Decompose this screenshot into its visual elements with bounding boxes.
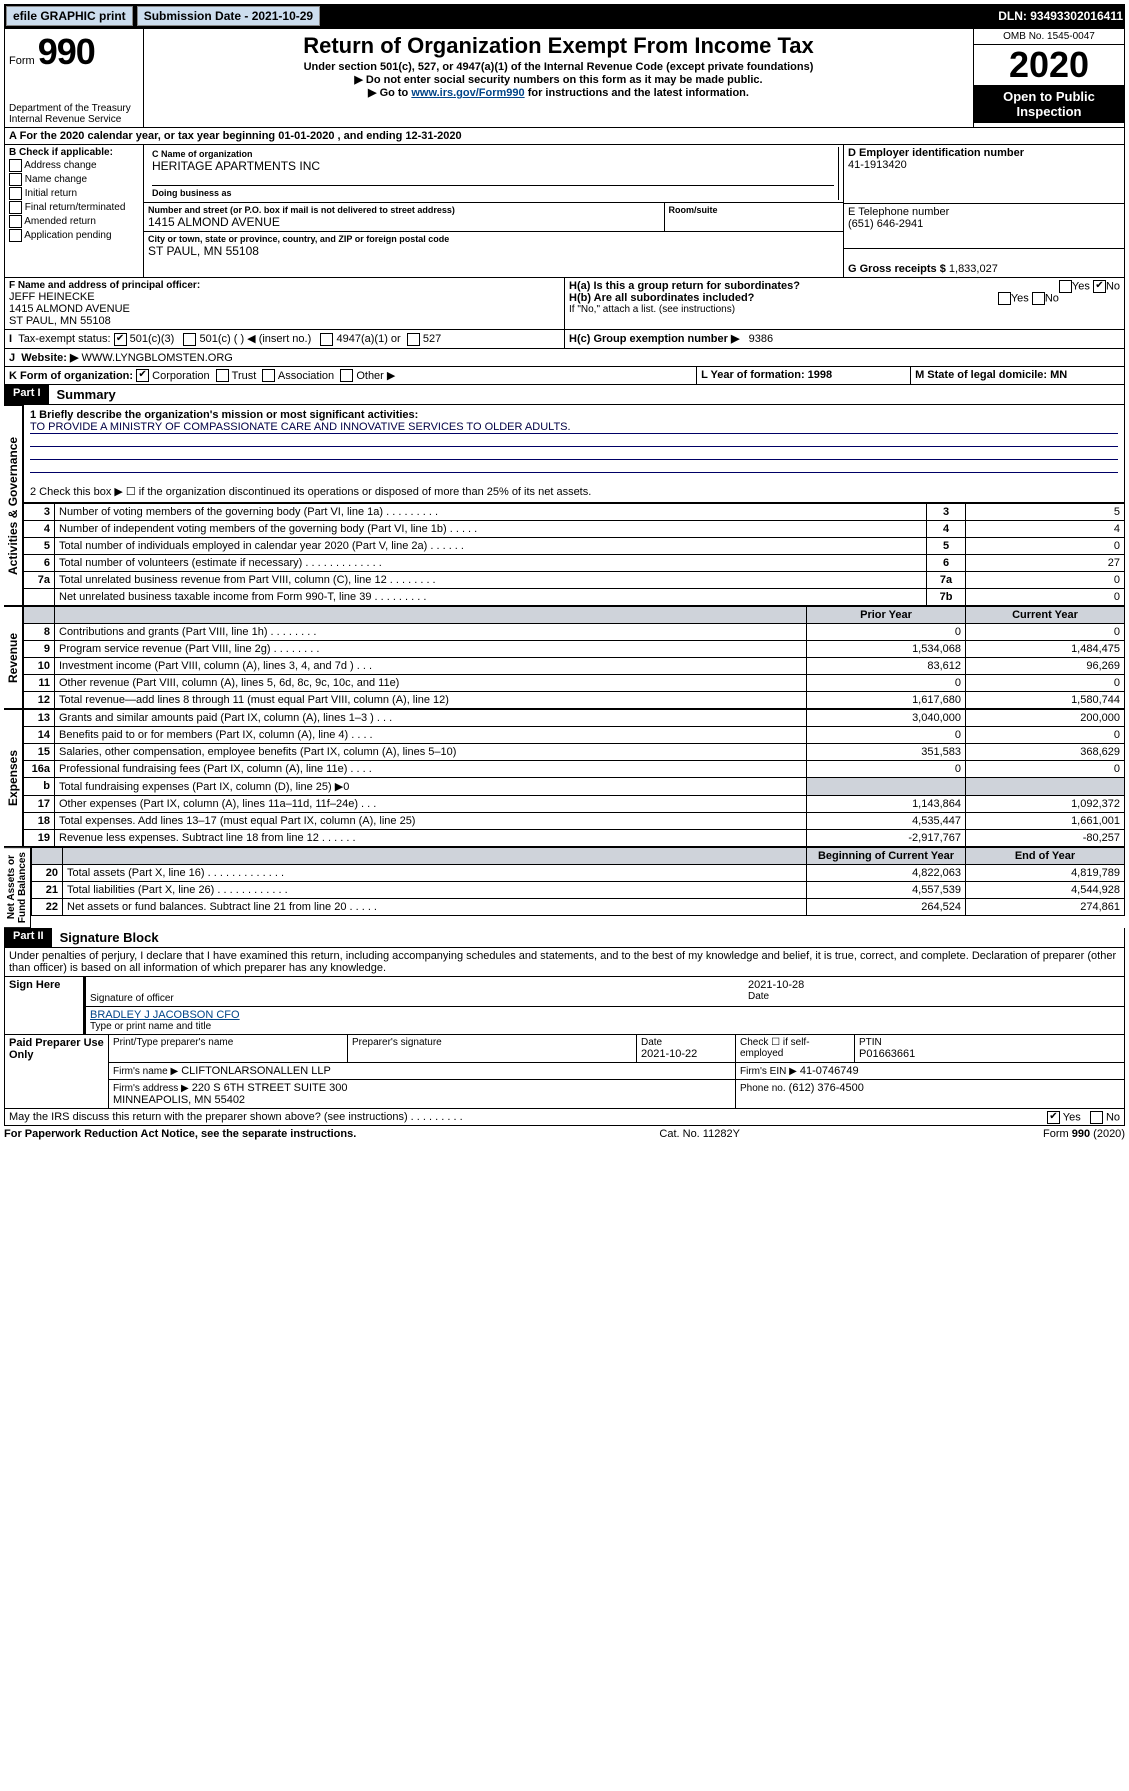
hc-label: H(c) Group exemption number ▶ bbox=[569, 333, 739, 345]
part-i-name: Summary bbox=[49, 385, 124, 404]
irs-link[interactable]: www.irs.gov/Form990 bbox=[411, 87, 524, 99]
form-title: Return of Organization Exempt From Incom… bbox=[148, 33, 969, 59]
sign-here-label: Sign Here bbox=[5, 977, 85, 1035]
vert-activities: Activities & Governance bbox=[4, 405, 23, 606]
footer-form: Form 990 (2020) bbox=[1043, 1128, 1125, 1140]
chk-pending: Application pending bbox=[9, 229, 139, 242]
row-a-text: For the 2020 calendar year, or tax year … bbox=[20, 130, 462, 142]
vert-expenses: Expenses bbox=[4, 709, 23, 847]
addr-label: Number and street (or P.O. box if mail i… bbox=[148, 205, 660, 215]
form-org-label: K Form of organization: bbox=[9, 370, 133, 382]
tax-status-label: Tax-exempt status: bbox=[18, 333, 110, 345]
revenue-table: Prior Year Current Year 8Contributions a… bbox=[23, 606, 1125, 709]
dln-label: DLN: 93493302016411 bbox=[998, 9, 1123, 23]
ein-label: D Employer identification number bbox=[848, 147, 1120, 159]
officer-name-link[interactable]: BRADLEY J JACOBSON CFO bbox=[90, 1009, 240, 1021]
row-a: A For the 2020 calendar year, or tax yea… bbox=[4, 128, 1125, 145]
open-to-public: Open to Public Inspection bbox=[974, 85, 1124, 123]
vert-netassets: Net Assets orFund Balances bbox=[4, 847, 31, 928]
chk-final: Final return/terminated bbox=[9, 201, 139, 214]
subtitle-2: ▶ Do not enter social security numbers o… bbox=[148, 73, 969, 86]
name-label: C Name of organization bbox=[152, 149, 834, 159]
tel-value: (651) 646-2941 bbox=[848, 218, 1120, 230]
year-formation: L Year of formation: 1998 bbox=[701, 369, 832, 381]
perjury-text: Under penalties of perjury, I declare th… bbox=[4, 948, 1125, 977]
paid-preparer-label: Paid Preparer Use Only bbox=[5, 1035, 109, 1109]
efile-button[interactable]: efile GRAPHIC print bbox=[6, 6, 133, 26]
org-city: ST PAUL, MN 55108 bbox=[148, 244, 839, 258]
tax-year: 2020 bbox=[974, 45, 1124, 85]
netassets-table: Beginning of Current Year End of Year 20… bbox=[31, 847, 1125, 916]
org-name: HERITAGE APARTMENTS INC bbox=[152, 159, 834, 173]
col-d: D Employer identification number 41-1913… bbox=[843, 145, 1124, 277]
form-header: Form 990 Department of the Treasury Inte… bbox=[4, 28, 1125, 128]
part-ii-badge: Part II bbox=[5, 928, 52, 947]
part-ii-name: Signature Block bbox=[52, 928, 167, 947]
expenses-table: 13Grants and similar amounts paid (Part … bbox=[23, 709, 1125, 847]
website-label: Website: ▶ bbox=[21, 352, 78, 364]
omb-number: OMB No. 1545-0047 bbox=[974, 29, 1124, 45]
dept-label: Department of the Treasury Internal Reve… bbox=[9, 103, 139, 125]
summary-top-table: 3Number of voting members of the governi… bbox=[23, 503, 1125, 606]
line1-label: 1 Briefly describe the organization's mi… bbox=[30, 409, 1118, 421]
form-number: 990 bbox=[38, 31, 95, 72]
hb-note: If "No," attach a list. (see instruction… bbox=[569, 304, 1120, 315]
org-addr: 1415 ALMOND AVENUE bbox=[148, 215, 660, 229]
gross-value: 1,833,027 bbox=[949, 263, 998, 275]
officer-addr: 1415 ALMOND AVENUE ST PAUL, MN 55108 bbox=[9, 303, 560, 327]
hb-label: H(b) Are all subordinates included? bbox=[569, 292, 754, 304]
ein-value: 41-1913420 bbox=[848, 159, 1120, 171]
hc-value: 9386 bbox=[749, 333, 773, 345]
col-b-label: B Check if applicable: bbox=[9, 147, 113, 158]
subtitle-3b: for instructions and the latest informat… bbox=[525, 87, 749, 99]
chk-initial: Initial return bbox=[9, 187, 139, 200]
officer-name-label: Type or print name and title bbox=[90, 1021, 1120, 1032]
sig-date-label: Date bbox=[748, 991, 1120, 1002]
col-c: C Name of organization HERITAGE APARTMEN… bbox=[144, 145, 843, 277]
chk-address: Address change bbox=[9, 159, 139, 172]
chk-name: Name change bbox=[9, 173, 139, 186]
subtitle-1: Under section 501(c), 527, or 4947(a)(1)… bbox=[148, 61, 969, 73]
tel-label: E Telephone number bbox=[848, 206, 1120, 218]
mission-text: TO PROVIDE A MINISTRY OF COMPASSIONATE C… bbox=[30, 421, 1118, 434]
website-value: WWW.LYNGBLOMSTEN.ORG bbox=[81, 352, 232, 364]
officer-label: F Name and address of principal officer: bbox=[9, 280, 560, 291]
vert-revenue: Revenue bbox=[4, 606, 23, 709]
sig-date: 2021-10-28 bbox=[748, 979, 1120, 991]
part-i-badge: Part I bbox=[5, 385, 49, 404]
ha-label: H(a) Is this a group return for subordin… bbox=[569, 280, 800, 292]
city-label: City or town, state or province, country… bbox=[148, 234, 839, 244]
footer-cat: Cat. No. 11282Y bbox=[659, 1128, 740, 1140]
line2-text: 2 Check this box ▶ ☐ if the organization… bbox=[30, 485, 1118, 498]
chk-amended: Amended return bbox=[9, 215, 139, 228]
discuss-label: May the IRS discuss this return with the… bbox=[9, 1111, 463, 1123]
form-word: Form bbox=[9, 55, 35, 67]
state-domicile: M State of legal domicile: MN bbox=[915, 369, 1067, 381]
footer-pra: For Paperwork Reduction Act Notice, see … bbox=[4, 1128, 356, 1140]
subtitle-3a: ▶ Go to bbox=[368, 87, 411, 99]
main-grid: B Check if applicable: Address change Na… bbox=[4, 145, 1125, 278]
col-b: B Check if applicable: Address change Na… bbox=[5, 145, 144, 277]
gross-label: G Gross receipts $ bbox=[848, 263, 946, 275]
top-bar: efile GRAPHIC print Submission Date - 20… bbox=[4, 4, 1125, 28]
room-label: Room/suite bbox=[669, 205, 840, 215]
submission-button[interactable]: Submission Date - 2021-10-29 bbox=[137, 6, 320, 26]
officer-name: JEFF HEINECKE bbox=[9, 291, 560, 303]
sig-officer-label: Signature of officer bbox=[90, 993, 740, 1004]
dba-label: Doing business as bbox=[152, 188, 834, 198]
